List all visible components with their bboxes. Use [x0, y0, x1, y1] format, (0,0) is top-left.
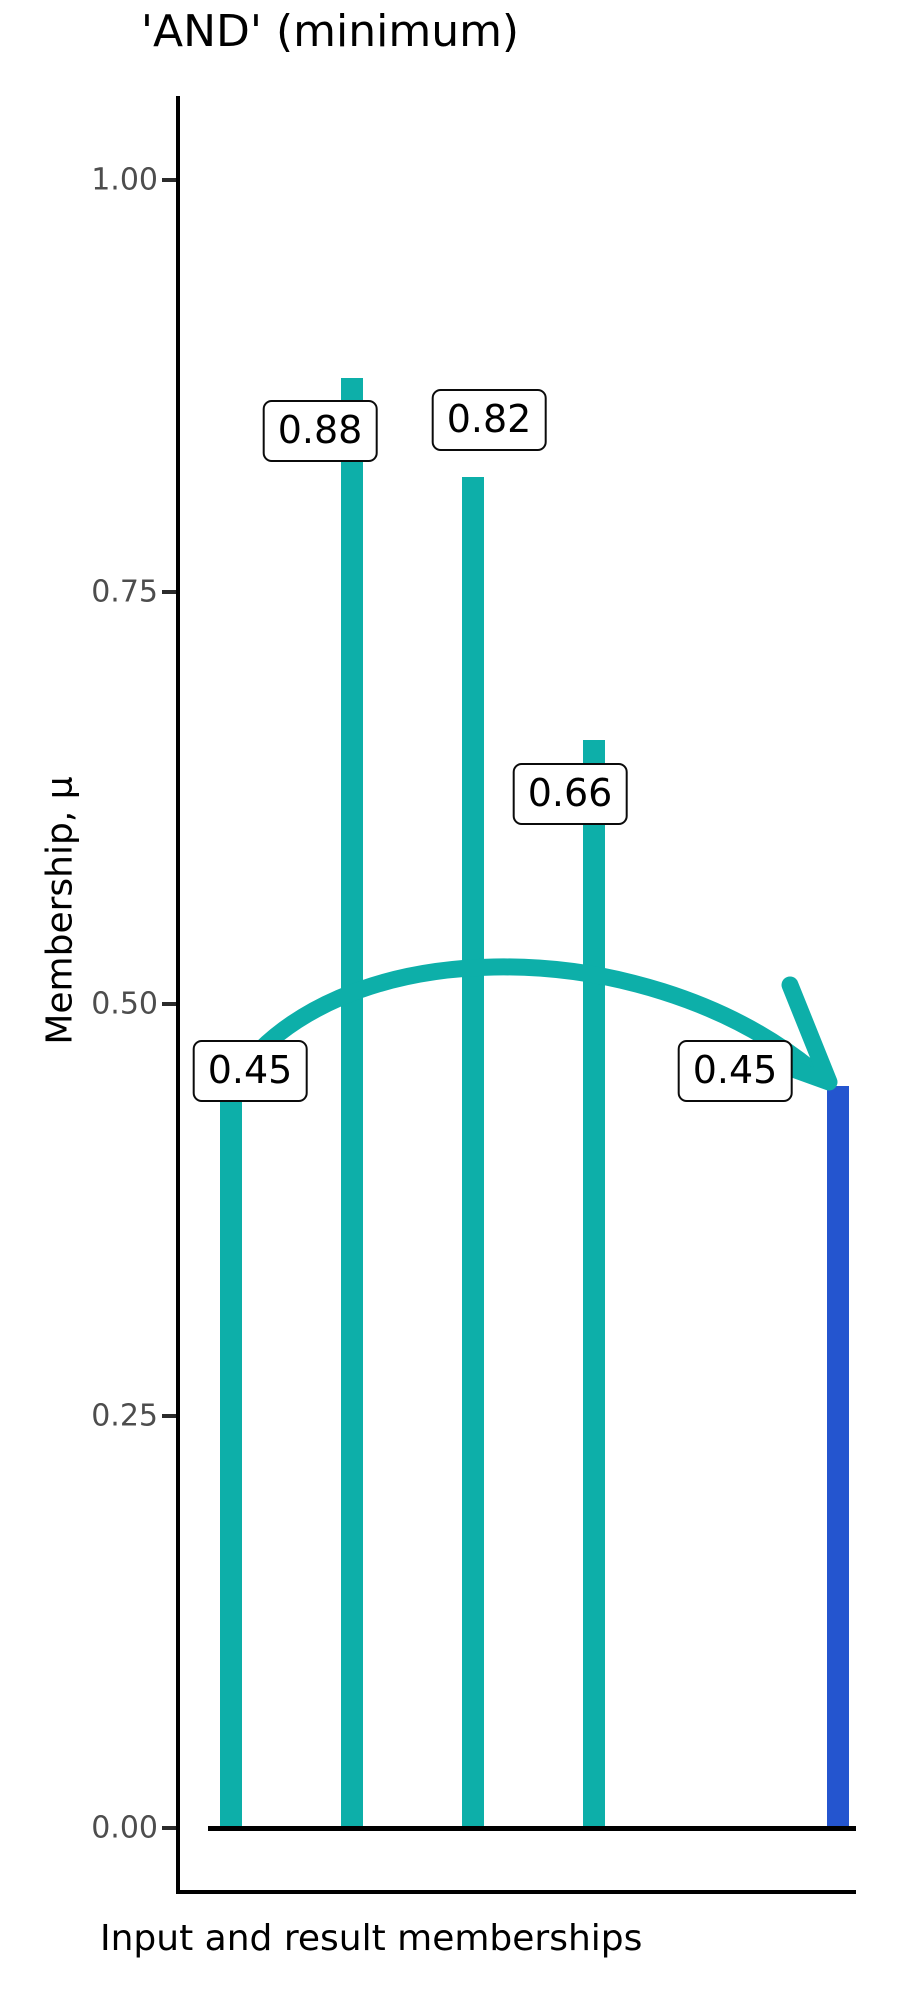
y-tick-mark-1	[162, 1414, 177, 1418]
chart-title: 'AND' (minimum)	[140, 6, 520, 57]
bar-input-3[interactable]	[462, 477, 484, 1828]
y-tick-mark-4	[162, 178, 177, 182]
value-box-input-2: 0.88	[262, 400, 378, 462]
value-box-input-1: 0.45	[192, 1040, 308, 1102]
y-axis-label: Membership, μ	[39, 776, 81, 1045]
y-tick-label-1: 0.25	[91, 1398, 158, 1434]
y-tick-mark-2	[162, 1002, 177, 1006]
bar-input-2[interactable]	[341, 378, 363, 1828]
y-tick-label-4: 1.00	[91, 162, 158, 198]
y-tick-mark-0	[162, 1826, 177, 1830]
y-tick-label-0: 0.00	[91, 1810, 158, 1846]
value-box-result: 0.45	[677, 1040, 793, 1102]
x-axis-label: Input and result memberships	[100, 1918, 643, 1959]
bar-result[interactable]	[827, 1086, 849, 1828]
bar-input-1[interactable]	[220, 1086, 242, 1828]
y-tick-label-2: 0.50	[91, 986, 158, 1022]
x-axis-spine	[176, 1890, 856, 1894]
value-box-input-3: 0.82	[431, 389, 547, 451]
y-tick-label-3: 0.75	[91, 574, 158, 610]
bar-input-4[interactable]	[583, 740, 605, 1828]
value-box-input-4: 0.66	[512, 763, 628, 825]
zero-baseline	[208, 1826, 856, 1831]
y-tick-mark-3	[162, 590, 177, 594]
y-axis-spine	[176, 96, 180, 1894]
